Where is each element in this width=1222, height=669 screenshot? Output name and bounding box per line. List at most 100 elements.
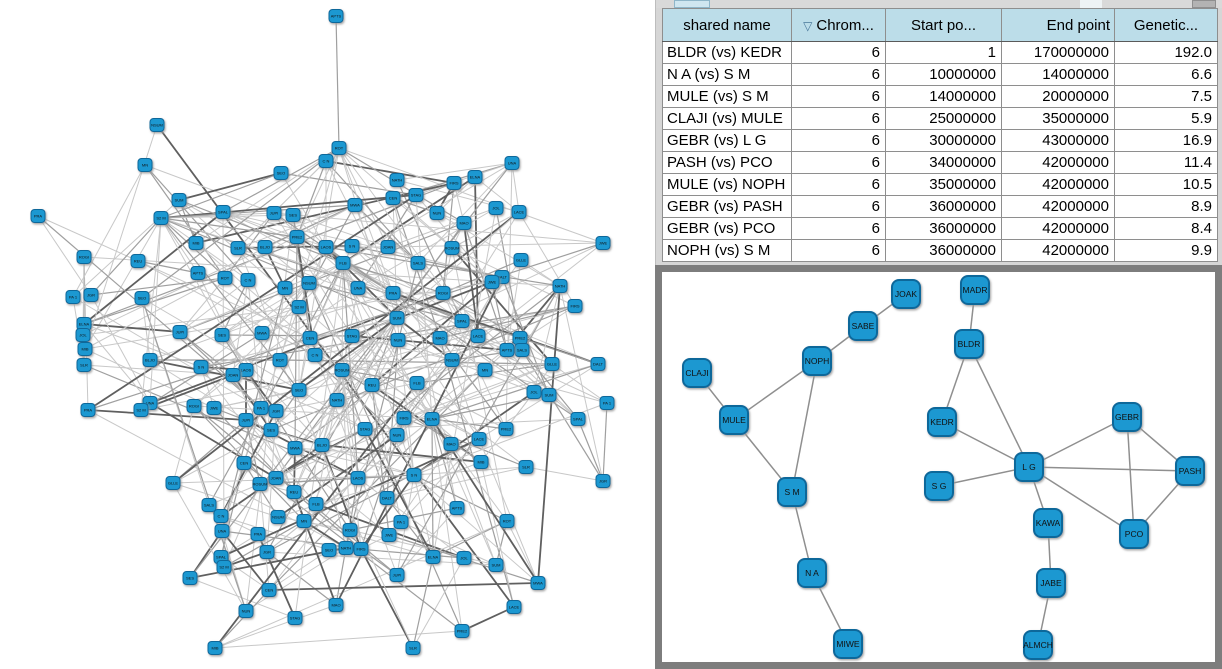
table-cell[interactable]: 14000000 xyxy=(1001,63,1115,86)
graph-node-overview[interactable]: ROT xyxy=(217,271,233,285)
table-cell[interactable]: GEBR (vs) PASH xyxy=(662,195,792,218)
table-row[interactable]: BLDR (vs) KEDR 6 1 170000000 192.0 xyxy=(662,41,1218,64)
graph-node-n-a[interactable]: N A xyxy=(797,558,827,588)
graph-node-overview[interactable]: PA 1 xyxy=(393,515,409,529)
graph-node-overview[interactable]: APTS xyxy=(190,266,206,280)
graph-node-overview[interactable]: MIB xyxy=(473,455,489,469)
table-cell[interactable]: MULE (vs) S M xyxy=(662,85,792,108)
table-cell[interactable]: 14000000 xyxy=(885,85,1002,108)
graph-node-madr[interactable]: MADR xyxy=(960,275,990,305)
graph-node-overview[interactable]: ROT xyxy=(272,353,288,367)
graph-node-overview[interactable]: SES xyxy=(214,328,230,342)
table-cell[interactable]: 36000000 xyxy=(885,217,1002,240)
graph-node-overview[interactable]: CEN xyxy=(236,456,252,470)
graph-node-overview[interactable]: APTS xyxy=(449,501,465,515)
graph-node-overview[interactable]: NUN xyxy=(390,333,406,347)
graph-node-overview[interactable]: S N xyxy=(193,360,209,374)
table-cell[interactable]: 43000000 xyxy=(1001,129,1115,152)
table-cell[interactable]: 6 xyxy=(791,41,886,64)
graph-node-s-g[interactable]: S G xyxy=(924,471,954,501)
table-cell[interactable]: 170000000 xyxy=(1001,41,1115,64)
graph-node-overview[interactable]: FLB xyxy=(308,497,324,511)
column-header-shared-name[interactable]: shared name xyxy=(662,8,792,42)
table-row[interactable]: GEBR (vs) PASH 6 36000000 42000000 8.9 xyxy=(662,195,1218,218)
graph-node-overview[interactable]: NATH xyxy=(329,393,345,407)
table-cell[interactable]: 11.4 xyxy=(1114,151,1218,174)
table-cell[interactable]: 6 xyxy=(791,173,886,196)
overview-network-panel[interactable]: APTS ROT C N NSUM MN UNA PRA ROGI JWE PA 1 JGR SEO N… xyxy=(0,0,655,669)
graph-node-overview[interactable]: MWA xyxy=(287,441,303,455)
graph-node-overview[interactable]: MIB xyxy=(188,236,204,250)
graph-node-overview[interactable]: ROSUM xyxy=(334,363,350,377)
graph-node-overview[interactable]: LAOS xyxy=(318,240,334,254)
graph-node-overview[interactable]: LACE xyxy=(511,205,527,219)
graph-node-overview[interactable]: JOAN xyxy=(380,240,396,254)
graph-node-overview[interactable]: SES xyxy=(285,208,301,222)
graph-node-overview[interactable]: JUPI xyxy=(266,206,282,220)
graph-node-overview[interactable]: MN xyxy=(477,363,493,377)
table-row[interactable]: CLAJI (vs) MULE 6 25000000 35000000 5.9 xyxy=(662,107,1218,130)
graph-node-overview[interactable]: LACE xyxy=(471,432,487,446)
graph-node-overview[interactable]: FIRS xyxy=(567,299,583,313)
table-cell[interactable]: 42000000 xyxy=(1001,195,1115,218)
graph-node-overview[interactable]: SES xyxy=(182,571,198,585)
graph-node-overview[interactable]: NSUM xyxy=(301,276,317,290)
subnetwork-canvas[interactable]: JOAK MADR SABE BLDR NOPH CLAJI MULE KEDR GEBR L G… xyxy=(662,272,1215,662)
graph-node-overview[interactable]: MN xyxy=(296,514,312,528)
graph-node-overview[interactable]: PRA xyxy=(250,527,266,541)
graph-node-overview[interactable]: BLJO xyxy=(142,353,158,367)
graph-node-s-m[interactable]: S M xyxy=(777,477,807,507)
table-row[interactable]: N A (vs) S M 6 10000000 14000000 6.6 xyxy=(662,63,1218,86)
column-header-genetic[interactable]: Genetic... xyxy=(1114,8,1218,42)
table-row[interactable]: GEBR (vs) L G 6 30000000 43000000 16.9 xyxy=(662,129,1218,152)
graph-node-overview[interactable]: SPAL xyxy=(570,412,586,426)
graph-node-overview[interactable]: JGR xyxy=(268,404,284,418)
graph-node-overview[interactable]: UNA xyxy=(350,281,366,295)
graph-node-overview[interactable]: SEO xyxy=(273,166,289,180)
graph-node-overview[interactable]: ROSUM xyxy=(252,477,268,491)
table-cell[interactable]: GEBR (vs) PCO xyxy=(662,217,792,240)
graph-node-overview[interactable]: PRA xyxy=(80,403,96,417)
graph-node-overview[interactable]: C N xyxy=(307,348,323,362)
graph-node-overview[interactable]: JUPI xyxy=(389,568,405,582)
graph-node-overview[interactable]: NUN xyxy=(389,428,405,442)
table-cell[interactable]: 16.9 xyxy=(1114,129,1218,152)
scrollbar-fragment[interactable] xyxy=(674,0,710,8)
graph-node-overview[interactable]: MAO xyxy=(443,437,459,451)
graph-node-overview[interactable]: STAG xyxy=(344,329,360,343)
graph-node-overview[interactable]: JOL xyxy=(456,551,472,565)
table-row[interactable]: MULE (vs) S M 6 14000000 20000000 7.5 xyxy=(662,85,1218,108)
graph-node-mule[interactable]: MULE xyxy=(719,405,749,435)
graph-node-overview[interactable]: NSUM xyxy=(270,510,286,524)
graph-node-overview[interactable]: BLJO xyxy=(257,240,273,254)
table-cell[interactable]: N A (vs) S M xyxy=(662,63,792,86)
graph-node-overview[interactable]: DALT xyxy=(590,357,606,371)
graph-node-overview[interactable]: FLB xyxy=(409,376,425,390)
table-row[interactable]: NOPH (vs) S M 6 36000000 42000000 9.9 xyxy=(662,239,1218,262)
graph-node-overview[interactable]: JGR xyxy=(259,545,275,559)
graph-node-overview[interactable]: FIRS xyxy=(396,411,412,425)
graph-node-overview[interactable]: MN xyxy=(137,158,153,172)
graph-node-overview[interactable]: NSUM xyxy=(444,353,460,367)
table-cell[interactable]: 10.5 xyxy=(1114,173,1218,196)
graph-node-kedr[interactable]: KEDR xyxy=(927,407,957,437)
graph-node-overview[interactable]: FIRS xyxy=(446,176,462,190)
graph-node-overview[interactable]: MN xyxy=(277,281,293,295)
graph-node-overview[interactable]: JWE xyxy=(484,275,500,289)
graph-node-overview[interactable]: NATH xyxy=(338,541,354,555)
table-cell[interactable]: GEBR (vs) L G xyxy=(662,129,792,152)
column-header-start-position[interactable]: Start po... xyxy=(885,8,1002,42)
graph-node-overview[interactable]: GLLE xyxy=(165,476,181,490)
table-cell[interactable]: 8.4 xyxy=(1114,217,1218,240)
table-cell[interactable]: 5.9 xyxy=(1114,107,1218,130)
table-scrollbar[interactable] xyxy=(656,0,1222,8)
graph-node-overview[interactable]: MIB xyxy=(77,342,93,356)
graph-node-overview[interactable]: MWA xyxy=(530,576,546,590)
graph-node-overview[interactable]: CEN xyxy=(302,331,318,345)
graph-node-overview[interactable]: JOL xyxy=(488,201,504,215)
graph-node-overview[interactable]: PRA xyxy=(30,209,46,223)
graph-node-overview[interactable]: SUM xyxy=(171,193,187,207)
graph-node-overview[interactable]: JWE xyxy=(206,401,222,415)
graph-node-overview[interactable]: JWE xyxy=(381,528,397,542)
graph-node-overview[interactable]: JOAN xyxy=(268,471,284,485)
